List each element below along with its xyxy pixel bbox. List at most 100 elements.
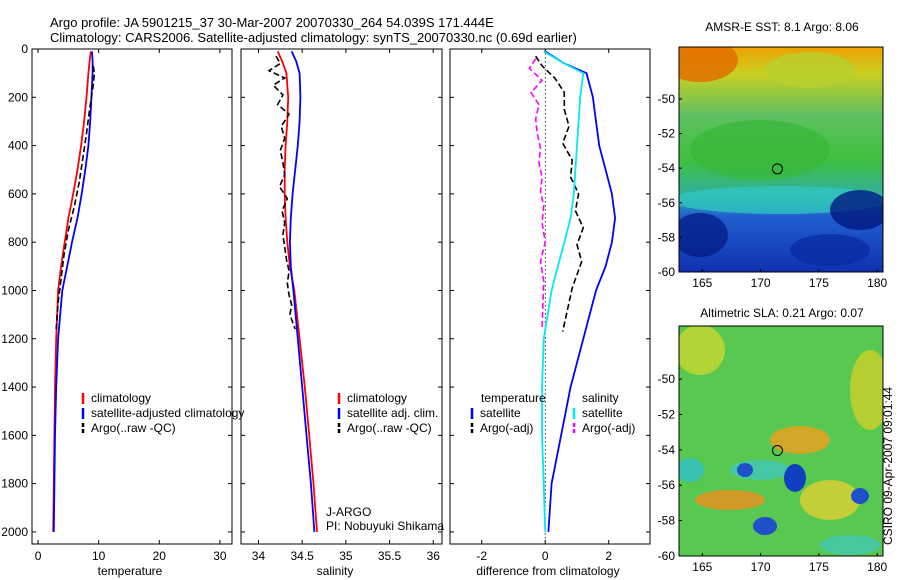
y-tick-label: 1000 <box>1 283 28 297</box>
legend-entry: satellite <box>582 406 623 420</box>
sla-blue-eddy-2 <box>737 463 753 477</box>
map-x-tick-label: 180 <box>867 560 887 574</box>
difference-panel: -2 0 2 temperature salinitysatelliteArgo(-a… <box>449 48 651 578</box>
sst-cold-patch-3 <box>790 234 870 266</box>
y-tick-label: 200 <box>8 90 28 104</box>
map-y-tick-label: -54 <box>658 161 676 175</box>
sla-blue-eddy-3 <box>753 517 777 535</box>
x-tick-label: 36 <box>427 549 441 563</box>
salinity-annotation-program: J-ARGO <box>326 505 371 519</box>
map-x-tick-label: 170 <box>751 276 771 290</box>
salinity-axes-frame <box>240 48 443 545</box>
series-line <box>544 50 617 532</box>
sst-warm-patch-2 <box>765 52 855 88</box>
legend-entry: Argo(-adj) <box>582 421 635 435</box>
series-line <box>535 55 585 332</box>
y-tick-label: 600 <box>8 187 28 201</box>
legend-entry: Argo(..raw -QC) <box>91 421 176 435</box>
map-y-tick-label: -60 <box>658 549 676 563</box>
header-line-1: Argo profile: JA 5901215_37 30-Mar-2007 … <box>50 15 494 30</box>
map-x-tick-label: 170 <box>751 560 771 574</box>
sla-blue-eddy <box>784 464 806 492</box>
salinity-annotation-pi: PI: Nobuyuki Shikama <box>326 519 444 533</box>
credit-timestamp: CSIRO 09-Apr-2007 09:01:44 <box>881 387 895 545</box>
y-tick-label: 1800 <box>1 477 28 491</box>
y-tick-label: 1400 <box>1 380 28 394</box>
legend-entry: satellite <box>480 406 521 420</box>
sla-yellow-patch <box>679 326 725 375</box>
legend-header-salinity: salinity <box>582 391 619 405</box>
temperature-panel: 0 10 20 30 0 200 400 600 800 1000 1200 1400 1600 1800… <box>1 42 244 578</box>
map-y-tick-label: -56 <box>658 196 676 210</box>
x-tick-label: 0 <box>542 549 549 563</box>
legend-entry: climatology <box>91 391 151 405</box>
map-y-tick-label: -52 <box>658 407 676 421</box>
x-tick-label: 10 <box>92 549 106 563</box>
y-tick-label: 2000 <box>1 525 28 539</box>
x-tick-label: 2 <box>605 549 612 563</box>
map-y-tick-label: -50 <box>658 92 676 106</box>
y-tick-label: 0 <box>21 42 28 56</box>
sla-cyan-patch-2 <box>820 535 880 555</box>
sla-map-title: Altimetric SLA: 0.21 Argo: 0.07 <box>700 306 864 320</box>
y-tick-label: 800 <box>8 235 28 249</box>
map-x-tick-label: 175 <box>809 560 829 574</box>
map-y-tick-label: -56 <box>658 478 676 492</box>
legend-entry: satellite adj. clim. <box>347 406 438 420</box>
salinity-xlabel: salinity <box>317 564 354 578</box>
x-tick-label: 0 <box>35 549 42 563</box>
sst-warm-patch <box>679 47 738 82</box>
difference-axes-frame <box>449 48 651 545</box>
sst-map-frame <box>678 46 884 273</box>
map-y-tick-label: -50 <box>658 372 676 386</box>
x-tick-label: 34.5 <box>290 549 314 563</box>
legend-entry: Argo(-adj) <box>480 421 533 435</box>
sst-cold-patch <box>830 190 883 230</box>
sla-cyan-patch-3 <box>679 458 704 482</box>
sla-orange-patch-2 <box>695 490 765 510</box>
map-y-tick-label: -58 <box>658 514 676 528</box>
map-x-tick-label: 180 <box>867 276 887 290</box>
series-line <box>267 55 296 330</box>
difference-xlabel: difference from climatology <box>476 564 619 578</box>
map-y-tick-label: -60 <box>658 265 676 279</box>
y-tick-label: 1600 <box>1 428 28 442</box>
map-x-tick-label: 165 <box>692 276 712 290</box>
sla-yellow-patch-2 <box>850 350 883 430</box>
sla-yellow-patch-3 <box>800 480 860 520</box>
temperature-axes-frame <box>31 48 233 545</box>
series-line <box>55 65 96 330</box>
map-y-tick-label: -52 <box>658 127 676 141</box>
temperature-xlabel: temperature <box>98 564 163 578</box>
map-x-tick-label: 175 <box>809 276 829 290</box>
header-line-2: Climatology: CARS2006. Satellite-adjuste… <box>50 30 577 45</box>
series-line <box>276 51 318 532</box>
series-line <box>541 50 585 532</box>
map-y-tick-label: -58 <box>658 230 676 244</box>
argo-float-marker <box>771 163 783 175</box>
sst-cold-patch-2 <box>679 213 728 257</box>
legend-entry: climatology <box>347 391 407 405</box>
sst-map-panel: AMSR-E SST: 8.1 Argo: 8.06 165 170 175 180 -… <box>658 20 888 290</box>
map-y-tick-label: -54 <box>658 443 676 457</box>
sla-orange-patch <box>770 426 830 454</box>
argo-float-marker <box>771 445 783 457</box>
map-x-tick-label: 165 <box>692 560 712 574</box>
x-tick-label: 20 <box>153 549 167 563</box>
series-line <box>528 58 547 330</box>
x-tick-label: 30 <box>213 549 227 563</box>
y-tick-label: 1200 <box>1 332 28 346</box>
legend-header-temperature: temperature <box>481 391 546 405</box>
legend-entry: satellite-adjusted climatology <box>91 406 244 420</box>
sst-map-title: AMSR-E SST: 8.1 Argo: 8.06 <box>705 20 859 34</box>
sst-green-patch <box>690 120 830 180</box>
x-tick-label: 35 <box>339 549 353 563</box>
x-tick-label: 35.5 <box>378 549 402 563</box>
series-line <box>52 51 92 532</box>
x-tick-label: 34 <box>252 549 266 563</box>
series-line <box>288 51 316 532</box>
sla-map-panel: Altimetric SLA: 0.21 Argo: 0.07 165 170 17… <box>658 306 888 574</box>
sla-blue-eddy-4 <box>851 488 869 504</box>
